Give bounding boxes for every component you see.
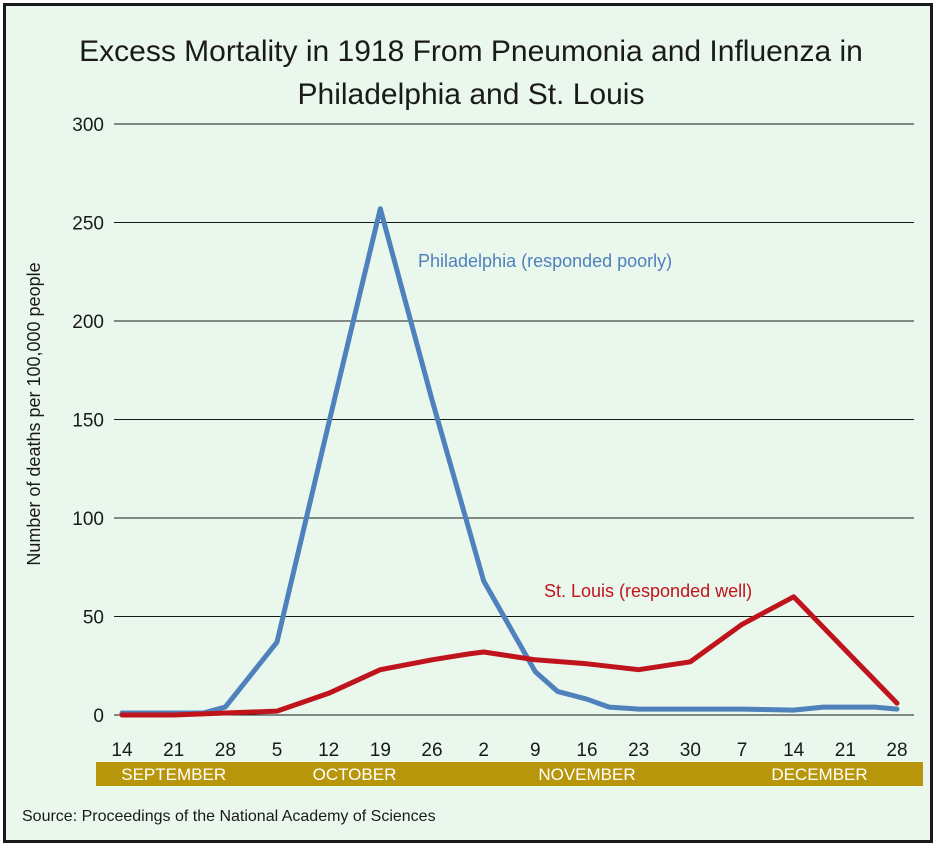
month-bands: SEPTEMBER OCTOBER NOVEMBER DECEMBER	[96, 762, 923, 786]
x-tick-label: 16	[576, 740, 597, 761]
y-axis-label: Number of deaths per 100,000 people	[24, 262, 44, 565]
y-tick-labels: 0 50 100 150 200 250 300	[72, 115, 104, 727]
y-tick-label: 0	[93, 706, 104, 727]
y-tick-label: 150	[72, 411, 104, 432]
month-band	[251, 762, 458, 786]
source-note: Source: Proceedings of the National Acad…	[22, 808, 436, 825]
y-tick-label: 50	[83, 608, 104, 629]
y-tick-label: 100	[72, 509, 104, 530]
x-tick-labels: 14 21 28 5 12 19 26 2 9 16 23 30 7 14 21 28	[111, 740, 907, 761]
y-tick-label: 200	[72, 312, 104, 333]
month-label: SEPTEMBER	[121, 765, 226, 784]
chart-title: Excess Mortality in 1918 From Pneumonia …	[79, 35, 863, 111]
month-band	[716, 762, 923, 786]
month-label: OCTOBER	[313, 765, 397, 784]
x-tick-label: 28	[215, 740, 236, 761]
x-tick-label: 26	[421, 740, 442, 761]
x-tick-label: 23	[628, 740, 649, 761]
grid-lines	[114, 123, 914, 716]
series-annotation-0: Philadelphia (responded poorly)	[418, 251, 672, 271]
x-tick-label: 28	[886, 740, 907, 761]
series-annotations: Philadelphia (responded poorly) St. Louis…	[418, 251, 752, 601]
month-label: DECEMBER	[771, 765, 867, 784]
y-tick-label: 300	[72, 115, 104, 136]
y-tick-label: 250	[72, 214, 104, 235]
series-line-0	[119, 206, 900, 716]
x-tick-label: 21	[835, 740, 856, 761]
series-annotation-1: St. Louis (responded well)	[544, 581, 752, 601]
month-band	[96, 762, 252, 786]
x-tick-label: 14	[111, 740, 133, 761]
x-tick-label: 14	[783, 740, 805, 761]
month-band	[457, 762, 717, 786]
x-tick-label: 7	[737, 740, 748, 761]
series-line-1	[119, 594, 900, 718]
x-tick-label: 19	[370, 740, 391, 761]
chart-frame: Excess Mortality in 1918 From Pneumonia …	[3, 3, 933, 843]
x-tick-label: 5	[272, 740, 283, 761]
x-tick-label: 2	[478, 740, 489, 761]
x-tick-label: 21	[163, 740, 184, 761]
x-tick-label: 30	[680, 740, 701, 761]
x-tick-label: 12	[318, 740, 339, 761]
series-lines	[119, 206, 900, 718]
x-tick-label: 9	[530, 740, 541, 761]
month-label: NOVEMBER	[538, 765, 635, 784]
